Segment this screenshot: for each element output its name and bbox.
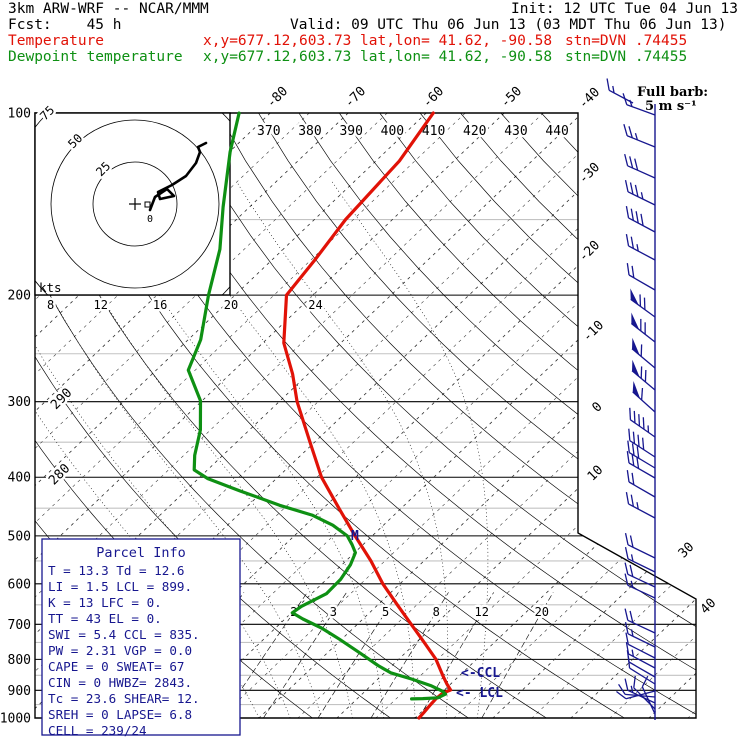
moist-adiabat-label: 8	[47, 298, 54, 312]
parcel-info-row: SREH = 0 LAPSE= 6.8	[48, 707, 192, 722]
barb-legend-title: Full barb:	[637, 85, 708, 100]
parcel-info-row: TT = 43 EL = 0.	[48, 611, 162, 626]
dewpoint-curve	[186, 111, 448, 701]
mixing-ratio-label: 8	[433, 605, 440, 619]
mixing-ratio-label: 20	[535, 605, 549, 619]
theta-top-label: 420	[463, 124, 486, 139]
model-title: 3km ARW-WRF -- NCAR/MMM	[8, 1, 209, 17]
level-marker: <-CCL	[461, 666, 500, 681]
theta-top-label: 390	[339, 124, 362, 139]
pressure-tick-label: 700	[8, 618, 31, 633]
moist-adiabat-label: 12	[94, 298, 108, 312]
dewpoint-latlon: lat,lon= 41.62, -90.58	[360, 49, 553, 65]
isotherm-label: 10	[585, 463, 607, 485]
pressure-tick-label: 300	[8, 395, 31, 410]
parcel-info-row: PW = 2.31 VGP = 0.0	[48, 643, 192, 658]
parcel-info-row: Tc = 23.6 SHEAR= 12.	[48, 691, 200, 706]
temperature-latlon: lat,lon= 41.62, -90.58	[360, 33, 553, 49]
isotherm-label: -80	[264, 84, 291, 111]
parcel-info-row: CAPE = 0 SWEAT= 67	[48, 659, 184, 674]
dewpoint-legend-label: Dewpoint temperature	[8, 49, 183, 65]
theta-top-label: 380	[298, 124, 321, 139]
mixing-ratio-label: 3	[330, 605, 337, 619]
isotherm-label: -50	[498, 84, 525, 111]
theta-top-label: 400	[381, 124, 404, 139]
moist-adiabat-label: 16	[153, 298, 167, 312]
pressure-tick-label: 800	[8, 653, 31, 668]
moist-adiabat-label: 20	[224, 298, 238, 312]
dewpoint-station: stn=DVN .74455	[565, 49, 688, 65]
forecast-hour: Fcst: 45 h	[8, 17, 122, 33]
theta-top-label: 370	[257, 124, 280, 139]
theta-left-label: 290	[48, 386, 75, 413]
pressure-tick-label: 500	[8, 529, 31, 544]
parcel-info-row: T = 13.3 Td = 12.6	[48, 563, 184, 578]
parcel-info-title: Parcel Info	[96, 545, 185, 561]
isotherm-label: 0	[589, 399, 605, 415]
parcel-info-row: K = 13 LFC = 0.	[48, 595, 162, 610]
level-marker: M	[351, 529, 359, 544]
parcel-info-row: SWI = 5.4 CCL = 835.	[48, 627, 200, 642]
isotherm-label: -70	[342, 84, 369, 111]
isotherm-label: -40	[576, 85, 603, 112]
theta-top-label: 410	[422, 124, 445, 139]
isotherm-label: 40	[698, 596, 720, 618]
theta-top-label: 440	[545, 124, 568, 139]
parcel-info-row: CIN = 0 HWBZ= 2843.	[48, 675, 192, 690]
mixing-ratio-label: 12	[475, 605, 489, 619]
barb-legend-unit: 5 m s⁻¹	[645, 99, 697, 114]
pressure-tick-label: 400	[8, 471, 31, 486]
parcel-info-row: CELL = 239/24	[48, 723, 147, 738]
plot-boundary	[34, 112, 697, 719]
barb-legend: Full barb:5 m s⁻¹	[606, 78, 708, 114]
temperature-station: stn=DVN .74455	[565, 33, 688, 49]
isotherm-label: -60	[420, 84, 447, 111]
pressure-tick-label: 900	[8, 684, 31, 699]
isotherm-label: -30	[576, 160, 603, 187]
hodograph-units-label: kts	[39, 280, 62, 295]
hodograph-origin-label: 0	[147, 214, 153, 225]
level-marker: <- LCL	[456, 686, 503, 701]
dewpoint-xy: x,y=677.12,603.73	[203, 49, 352, 65]
parcel-info-row: LI = 1.5 LCL = 899.	[48, 579, 192, 594]
isotherm-label: -10	[580, 318, 607, 345]
init-time: Init: 12 UTC Tue 04 Jun 13	[511, 1, 738, 17]
theta-top-label: 430	[504, 124, 527, 139]
wind-barb-column	[616, 93, 656, 720]
hodograph-trace	[148, 141, 208, 212]
temperature-curve	[282, 111, 453, 720]
isotherm-label: -20	[576, 238, 603, 265]
pressure-tick-label: 100	[8, 107, 31, 122]
moist-adiabat-label: 24	[308, 298, 322, 312]
temperature-xy: x,y=677.12,603.73	[203, 33, 352, 49]
pressure-tick-label: 600	[8, 577, 31, 592]
mixing-ratio-label: 5	[382, 605, 389, 619]
theta-left-label: 280	[46, 461, 73, 488]
isotherm-label: 30	[676, 540, 698, 562]
valid-time: Valid: 09 UTC Thu 06 Jun 13 (03 MDT Thu …	[290, 17, 727, 33]
pressure-tick-label: 1000	[0, 712, 31, 727]
parcel-info-box: Parcel Info T = 13.3 Td = 12.6LI = 1.5 LC…	[41, 538, 241, 738]
pressure-tick-label: 200	[8, 289, 31, 304]
temperature-legend-label: Temperature	[8, 33, 105, 49]
